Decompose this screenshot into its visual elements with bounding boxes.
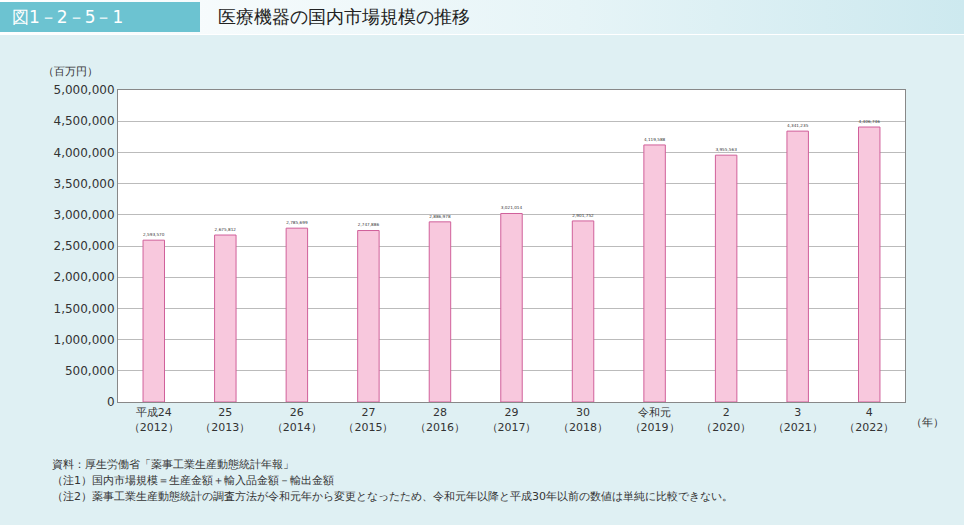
svg-text:令和元（2019）: 令和元（2019）: [630, 406, 680, 433]
svg-text:0: 0: [107, 395, 115, 409]
svg-text:（年）: （年）: [911, 416, 944, 429]
svg-text:1,500,000: 1,500,000: [54, 302, 115, 316]
svg-text:3,955,563: 3,955,563: [715, 147, 737, 152]
svg-text:4,406,746: 4,406,746: [859, 119, 881, 124]
svg-text:4,500,000: 4,500,000: [54, 114, 115, 128]
svg-text:26（2014）: 26（2014）: [272, 406, 322, 433]
svg-text:2,593,570: 2,593,570: [143, 232, 165, 237]
svg-text:（注2）薬事工業生産動態統計の調査方法が令和元年から変更とな: （注2）薬事工業生産動態統計の調査方法が令和元年から変更となったため、令和元年以…: [52, 490, 733, 503]
svg-text:2,747,886: 2,747,886: [358, 222, 380, 227]
svg-text:4,000,000: 4,000,000: [54, 146, 115, 160]
html-text:医療機器の国内市場規模の推移: 医療機器の国内市場規模の推移: [218, 6, 470, 27]
svg-text:5,000,000: 5,000,000: [54, 83, 115, 97]
svg-text:3,000,000: 3,000,000: [54, 208, 115, 222]
svg-text:平成24（2012）: 平成24（2012）: [129, 406, 179, 433]
svg-text:2,675,812: 2,675,812: [215, 227, 237, 232]
svg-text:25（2013）: 25（2013）: [200, 406, 250, 433]
svg-text:2,000,000: 2,000,000: [54, 270, 115, 284]
svg-text:4,341,235: 4,341,235: [787, 123, 809, 128]
svg-text:4（2022）: 4（2022）: [844, 406, 894, 433]
svg-text:4,119,588: 4,119,588: [644, 137, 666, 142]
svg-text:500,000: 500,000: [65, 364, 115, 378]
svg-text:3,021,014: 3,021,014: [501, 205, 523, 210]
svg-text:30（2018）: 30（2018）: [558, 406, 608, 433]
svg-text:29（2017）: 29（2017）: [487, 406, 537, 433]
svg-text:2,886,978: 2,886,978: [429, 214, 451, 219]
svg-text:1,000,000: 1,000,000: [54, 333, 115, 347]
html-text:図1－2－5－1: 図1－2－5－1: [12, 7, 124, 27]
svg-text:2,500,000: 2,500,000: [54, 239, 115, 253]
svg-text:（注1）国内市場規模＝生産金額＋輸入品金額－輸出金額: （注1）国内市場規模＝生産金額＋輸入品金額－輸出金額: [52, 474, 334, 487]
svg-text:27（2015）: 27（2015）: [343, 406, 393, 433]
svg-text:（百万円）: （百万円）: [43, 65, 98, 78]
svg-text:3,500,000: 3,500,000: [54, 177, 115, 191]
svg-text:28（2016）: 28（2016）: [415, 406, 465, 433]
svg-text:2,901,752: 2,901,752: [572, 213, 594, 218]
svg-text:3（2021）: 3（2021）: [773, 406, 823, 433]
svg-text:2（2020）: 2（2020）: [701, 406, 751, 433]
svg-text:資料：厚生労働省「薬事工業生産動態統計年報」: 資料：厚生労働省「薬事工業生産動態統計年報」: [52, 458, 294, 471]
svg-text:2,785,699: 2,785,699: [286, 220, 308, 225]
